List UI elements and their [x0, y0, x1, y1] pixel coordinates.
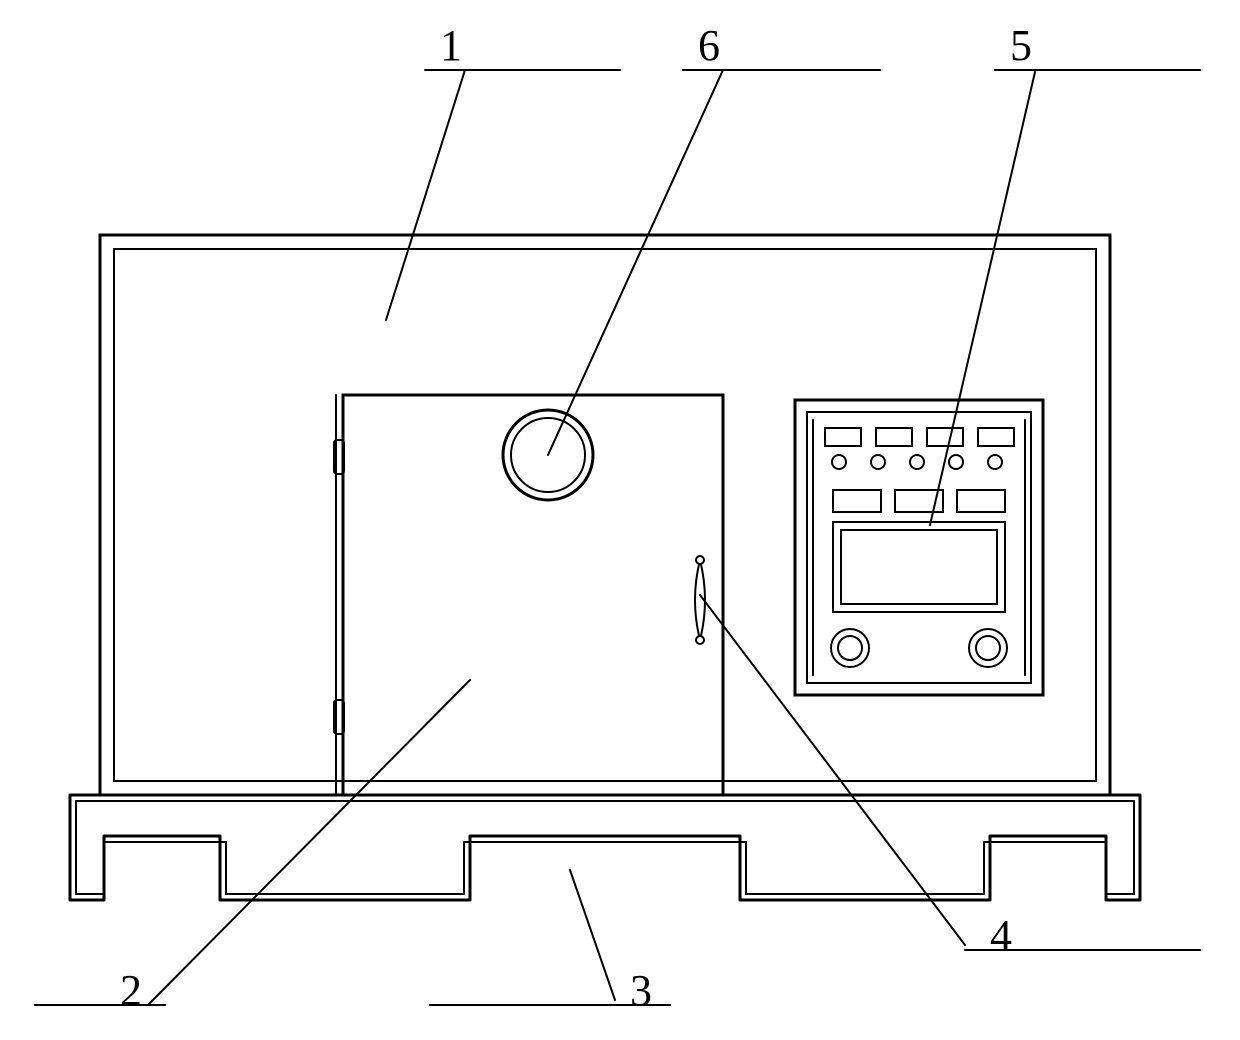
door [343, 395, 723, 795]
callout-label-2: 2 [120, 966, 142, 1015]
panel-slot-3 [927, 428, 963, 446]
panel-slot-2 [876, 428, 912, 446]
panel-slot-1 [825, 428, 861, 446]
panel-knob-1 [831, 629, 869, 667]
cabinet-outer [100, 235, 1110, 795]
panel-indicator-5 [988, 455, 1002, 469]
leader-l1 [386, 70, 465, 320]
callout-label-6: 6 [698, 21, 720, 70]
base-outline-outer [70, 795, 1140, 900]
panel-indicator-2 [871, 455, 885, 469]
panel-indicator-4 [949, 455, 963, 469]
leader-l3 [570, 870, 615, 1000]
panel-screen [841, 530, 997, 604]
leader-l6 [548, 70, 723, 455]
leader-l5 [930, 72, 1035, 525]
base-outline-inner [76, 801, 1134, 894]
callout-label-1: 1 [440, 21, 462, 70]
callout-label-4: 4 [990, 911, 1012, 960]
panel-indicator-1 [832, 455, 846, 469]
panel-knob-2 [969, 629, 1007, 667]
panel-screen-bezel [833, 522, 1005, 612]
panel-button-3 [957, 490, 1005, 512]
panel-button-1 [833, 490, 881, 512]
panel-slot-4 [978, 428, 1014, 446]
callout-label-3: 3 [630, 966, 652, 1015]
callout-label-5: 5 [1010, 21, 1032, 70]
panel-indicator-3 [910, 455, 924, 469]
